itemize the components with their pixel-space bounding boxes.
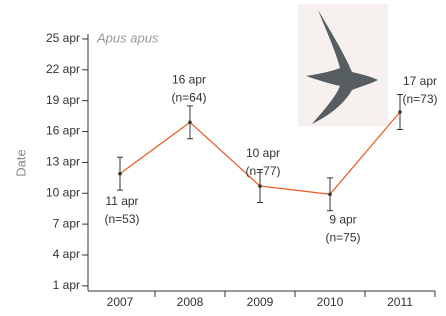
point [328,192,332,196]
x-tick-label: 2007 [107,295,134,309]
value-label: 17 apr [403,74,437,88]
chart: Apus apus Date 1 apr 4 apr 7 apr 10 apr 13 a… [0,0,446,316]
value-label: 10 apr [246,146,280,160]
y-tick-label: 22 apr [46,62,80,76]
sample-label: (n=53) [104,212,139,226]
y-tick-label: 25 apr [46,31,80,45]
x-tick-label: 2010 [317,295,344,309]
y-tick-label: 7 apr [53,216,80,230]
point [398,110,402,114]
annotation: Apus apus [96,30,159,45]
y-tick-label: 16 apr [46,124,80,138]
sample-label: (n=75) [325,230,360,244]
point [258,184,262,188]
y-tick-label: 13 apr [46,155,80,169]
value-label: 16 apr [172,72,206,86]
sample-label: (n=73) [402,92,437,106]
value-label: 9 apr [329,212,356,226]
y-tick-label: 19 apr [46,93,80,107]
value-label: 11 apr [105,194,138,208]
sample-label: (n=77) [245,164,280,178]
y-tick-label: 10 apr [46,185,80,199]
y-tick-label: 1 apr [53,278,80,292]
bird-image [298,4,388,126]
x-tick-label: 2009 [247,295,274,309]
x-tick-label: 2011 [387,295,413,309]
y-tick-label: 4 apr [53,247,80,261]
point [188,120,192,124]
point [118,172,122,176]
x-tick-label: 2008 [177,295,204,309]
y-axis-label: Date [13,149,28,176]
sample-label: (n=64) [171,90,206,104]
